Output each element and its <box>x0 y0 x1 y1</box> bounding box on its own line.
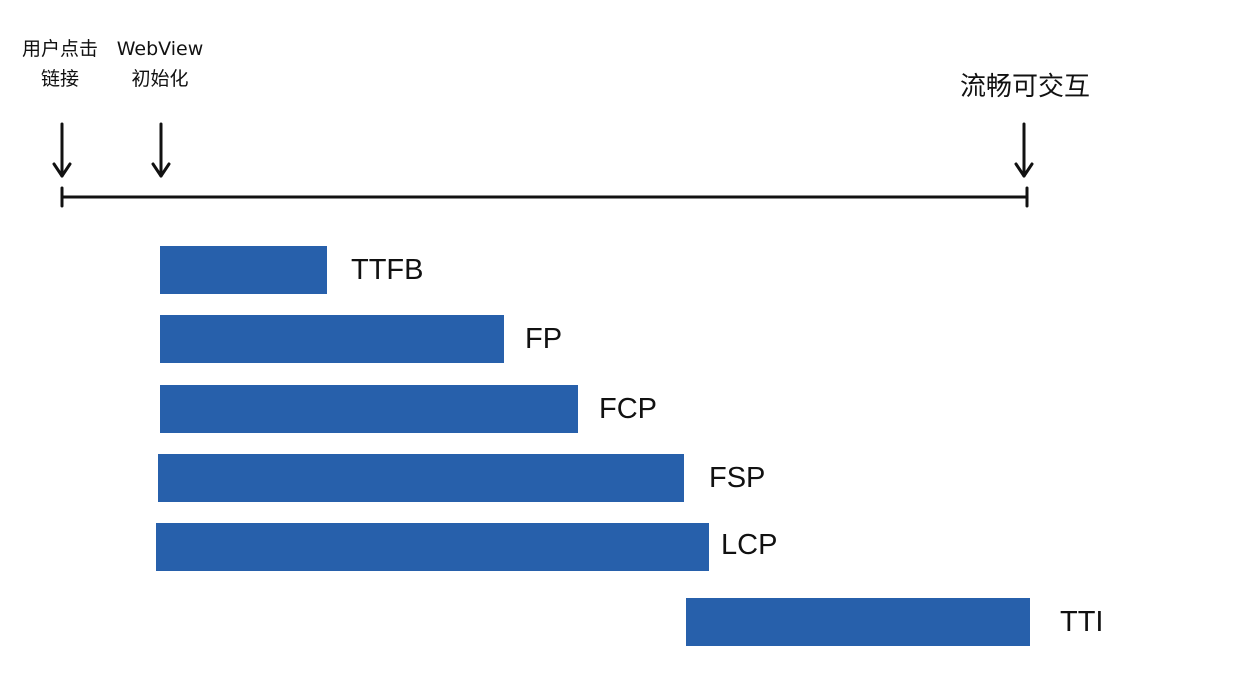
bar-label-lcp: LCP <box>721 529 778 561</box>
bar-lcp <box>156 523 709 571</box>
bar-tti <box>686 598 1030 646</box>
arrow-down-icon-click-link <box>52 122 72 178</box>
bar-label-fcp: FCP <box>599 393 657 425</box>
bar-label-ttfb: TTFB <box>351 254 424 286</box>
bar-fsp <box>158 454 684 502</box>
bar-ttfb <box>160 246 327 294</box>
bar-label-fp: FP <box>525 323 563 355</box>
arrow-down-icon-webview-init <box>151 122 171 178</box>
bar-label-tti: TTI <box>1060 606 1104 638</box>
bar-fcp <box>160 385 578 433</box>
bar-label-fsp: FSP <box>709 462 766 494</box>
milestone-label-webview-init: WebView 初始化 <box>116 38 204 90</box>
bar-fp <box>160 315 504 363</box>
arrow-down-icon-interactive <box>1014 122 1034 178</box>
milestone-label-click-link: 用户点击 链接 <box>21 38 98 90</box>
milestone-label-interactive: 流畅可交互 <box>959 72 1090 102</box>
